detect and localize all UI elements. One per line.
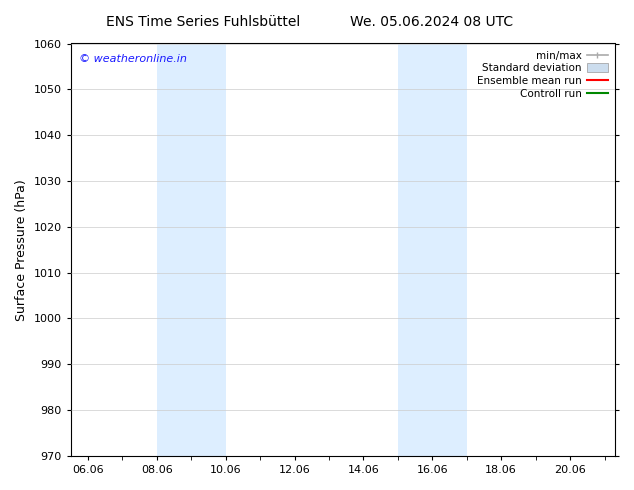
Text: ENS Time Series Fuhlsbüttel: ENS Time Series Fuhlsbüttel: [106, 15, 300, 29]
Bar: [157, 44, 226, 456]
Bar: [398, 44, 467, 456]
Text: We. 05.06.2024 08 UTC: We. 05.06.2024 08 UTC: [349, 15, 513, 29]
Text: © weatheronline.in: © weatheronline.in: [79, 54, 187, 64]
Legend: min/max, Standard deviation, Ensemble mean run, Controll run: min/max, Standard deviation, Ensemble me…: [475, 49, 610, 100]
Y-axis label: Surface Pressure (hPa): Surface Pressure (hPa): [15, 179, 28, 320]
